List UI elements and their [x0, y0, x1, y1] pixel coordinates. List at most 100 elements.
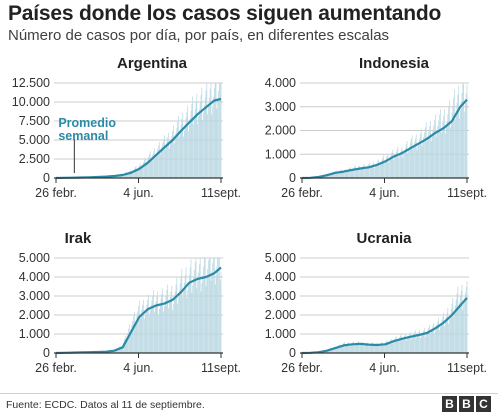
- daily-bar: [384, 160, 386, 178]
- daily-bar: [420, 129, 422, 178]
- daily-bar: [371, 343, 373, 353]
- daily-bar: [173, 304, 174, 353]
- daily-bar: [399, 152, 401, 178]
- daily-bar: [344, 342, 345, 353]
- daily-bar: [444, 133, 446, 178]
- y-tick-label: 1.000: [19, 327, 50, 341]
- panel-indonesia: Indonesia 0 1.000 2.000 3.000 4.000 26 febr. 4…: [252, 55, 492, 203]
- daily-bar: [449, 127, 451, 178]
- daily-bar: [343, 170, 345, 178]
- daily-bar: [364, 169, 366, 178]
- x-tick-label: 26 febr.: [35, 186, 77, 200]
- daily-bar: [131, 325, 133, 353]
- daily-bar: [121, 346, 123, 353]
- daily-bar: [213, 258, 214, 353]
- daily-bar: [146, 162, 148, 178]
- daily-bar: [150, 305, 152, 353]
- daily-bar: [184, 275, 186, 353]
- daily-bar: [362, 342, 364, 353]
- daily-bar: [384, 162, 385, 178]
- panel-ucrania: Ucrania 0 1.000 2.000 3.000 4.000 5.000 26 feb…: [252, 230, 492, 378]
- daily-bar: [428, 131, 430, 178]
- daily-bar: [185, 118, 187, 178]
- daily-bar: [424, 127, 426, 178]
- daily-bar: [129, 170, 131, 178]
- daily-bar: [218, 83, 220, 178]
- daily-bar: [406, 339, 408, 353]
- daily-bar: [387, 344, 389, 353]
- daily-bar: [147, 159, 149, 178]
- daily-bar: [406, 140, 408, 178]
- daily-bar: [188, 131, 189, 178]
- daily-bar: [208, 97, 210, 178]
- daily-bar: [375, 164, 377, 178]
- daily-bar: [343, 343, 345, 353]
- daily-bar: [415, 338, 417, 353]
- chart-subtitle: Número de casos por día, por país, en di…: [8, 27, 390, 44]
- daily-bar: [216, 266, 218, 353]
- daily-bar: [217, 258, 219, 353]
- daily-bar: [332, 173, 334, 178]
- daily-bar: [454, 119, 456, 178]
- daily-bar: [213, 97, 214, 178]
- daily-bar: [354, 344, 356, 353]
- daily-bar: [190, 110, 192, 178]
- daily-bar: [414, 138, 416, 178]
- daily-bar: [355, 343, 357, 353]
- daily-bar: [429, 334, 431, 353]
- daily-bar: [148, 315, 150, 353]
- daily-bar: [433, 125, 435, 178]
- daily-bar: [412, 149, 414, 178]
- daily-bar: [449, 100, 450, 178]
- daily-bar: [463, 83, 465, 178]
- daily-bar: [203, 258, 205, 353]
- daily-bar: [404, 151, 405, 178]
- daily-bar: [128, 324, 130, 353]
- daily-bar: [424, 132, 425, 178]
- daily-bar: [178, 136, 180, 178]
- daily-bar: [344, 169, 345, 178]
- daily-bar: [180, 276, 182, 353]
- daily-bar: [183, 136, 184, 178]
- daily-bar: [458, 85, 460, 178]
- daily-bar: [465, 93, 467, 178]
- daily-bar: [206, 83, 208, 178]
- daily-bar: [412, 335, 414, 353]
- daily-bar: [361, 342, 363, 353]
- daily-bar: [425, 122, 427, 178]
- daily-bar: [392, 342, 394, 353]
- y-tick-label: 1.000: [265, 147, 296, 161]
- daily-bar: [209, 258, 211, 353]
- daily-bar: [207, 114, 209, 178]
- daily-bar: [461, 92, 463, 178]
- daily-bar: [338, 171, 340, 178]
- weekly-average-line: [301, 297, 468, 355]
- daily-bar: [192, 285, 194, 353]
- daily-bar: [430, 141, 432, 178]
- daily-bar: [187, 290, 189, 353]
- daily-bar: [357, 342, 359, 353]
- daily-bar: [437, 321, 439, 353]
- daily-bar: [410, 139, 412, 178]
- daily-bar: [396, 342, 398, 353]
- daily-bar: [198, 272, 199, 353]
- daily-bar: [441, 127, 443, 178]
- daily-bar: [451, 303, 453, 353]
- daily-bar: [184, 124, 186, 178]
- daily-bar: [152, 295, 154, 353]
- x-tick-label: 4 jun.: [369, 186, 400, 200]
- daily-bar: [379, 165, 380, 178]
- daily-bar: [462, 84, 464, 178]
- daily-bar: [419, 133, 421, 178]
- daily-bar: [356, 342, 358, 353]
- daily-bar: [333, 347, 335, 353]
- daily-bar: [419, 330, 420, 353]
- daily-bar: [219, 83, 221, 178]
- daily-bar: [407, 153, 409, 178]
- daily-bar: [436, 131, 438, 178]
- daily-bar: [143, 162, 144, 178]
- daily-bar: [137, 168, 139, 178]
- daily-bar: [188, 274, 190, 353]
- daily-bar: [193, 123, 194, 178]
- daily-bar: [327, 174, 329, 178]
